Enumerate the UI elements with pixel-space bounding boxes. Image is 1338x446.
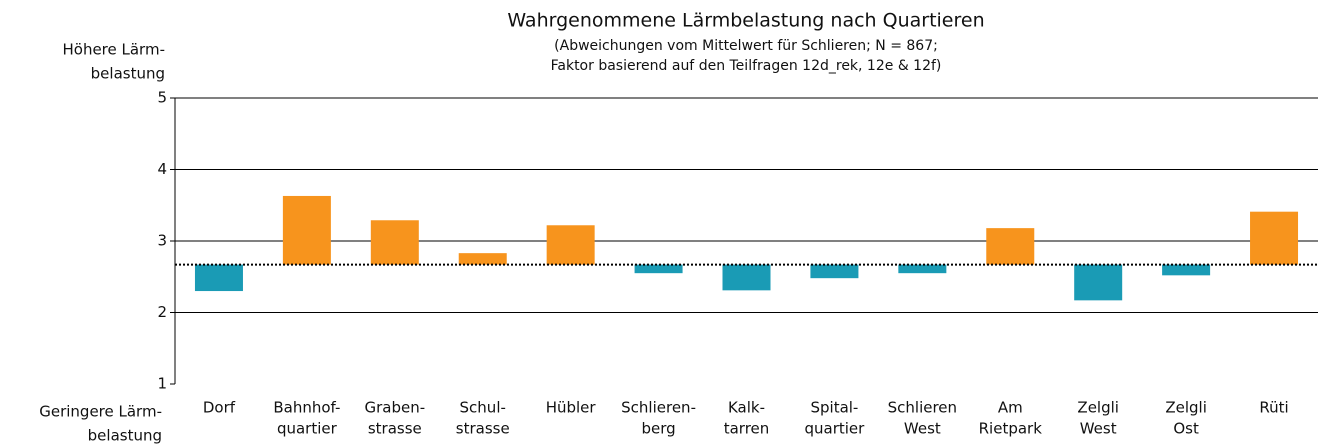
x-tick-label: West <box>904 420 941 438</box>
x-tick-label: Schlieren <box>888 399 957 417</box>
x-tick-label: tarren <box>724 420 770 438</box>
y-tick-label: 2 <box>157 303 167 321</box>
y-bottom-label: Geringere Lärm- <box>39 403 162 421</box>
bar <box>458 253 507 265</box>
chart-title: Wahrgenommene Lärmbelastung nach Quartie… <box>507 10 984 32</box>
y-tick-label: 3 <box>157 232 167 250</box>
bar <box>1074 264 1123 301</box>
x-tick-label: quartier <box>805 420 866 438</box>
x-tick-label: Rietpark <box>979 420 1043 438</box>
y-top-label: Höhere Lärm- <box>62 41 165 59</box>
chart-subtitle: (Abweichungen vom Mittelwert für Schlier… <box>554 38 938 54</box>
y-bottom-label: belastung <box>88 427 162 445</box>
bar <box>370 220 419 265</box>
x-tick-label: berg <box>641 420 675 438</box>
bar <box>810 264 859 279</box>
bar <box>194 264 243 292</box>
y-tick-label: 5 <box>157 89 167 107</box>
x-tick-label: Graben- <box>364 399 425 417</box>
y-tick-label: 1 <box>157 375 167 393</box>
bar <box>282 195 331 265</box>
x-tick-label: Spital- <box>810 399 858 417</box>
x-tick-label: Rüti <box>1259 399 1288 417</box>
x-tick-label: Hübler <box>546 399 597 417</box>
x-tick-label: Zelgli <box>1165 399 1207 417</box>
bar <box>1250 211 1299 265</box>
bar <box>546 225 595 265</box>
y-tick-label: 4 <box>157 160 167 178</box>
x-tick-label: Kalk- <box>728 399 765 417</box>
bar <box>634 264 683 274</box>
y-top-label: belastung <box>91 65 165 83</box>
bar <box>722 264 771 291</box>
bar <box>1162 264 1211 276</box>
x-tick-label: Ost <box>1173 420 1199 438</box>
x-tick-label: Schlieren- <box>621 399 696 417</box>
chart-subtitle: Faktor basierend auf den Teilfragen 12d_… <box>551 58 942 74</box>
bar <box>898 264 947 274</box>
x-tick-label: quartier <box>277 420 338 438</box>
x-tick-label: Dorf <box>203 399 236 417</box>
x-tick-label: strasse <box>456 420 510 438</box>
bar <box>986 228 1035 265</box>
x-tick-label: strasse <box>368 420 422 438</box>
x-tick-label: Bahnhof- <box>273 399 340 417</box>
x-tick-label: Zelgli <box>1077 399 1119 417</box>
x-tick-label: West <box>1080 420 1117 438</box>
x-tick-label: Am <box>998 399 1023 417</box>
x-tick-label: Schul- <box>460 399 506 417</box>
